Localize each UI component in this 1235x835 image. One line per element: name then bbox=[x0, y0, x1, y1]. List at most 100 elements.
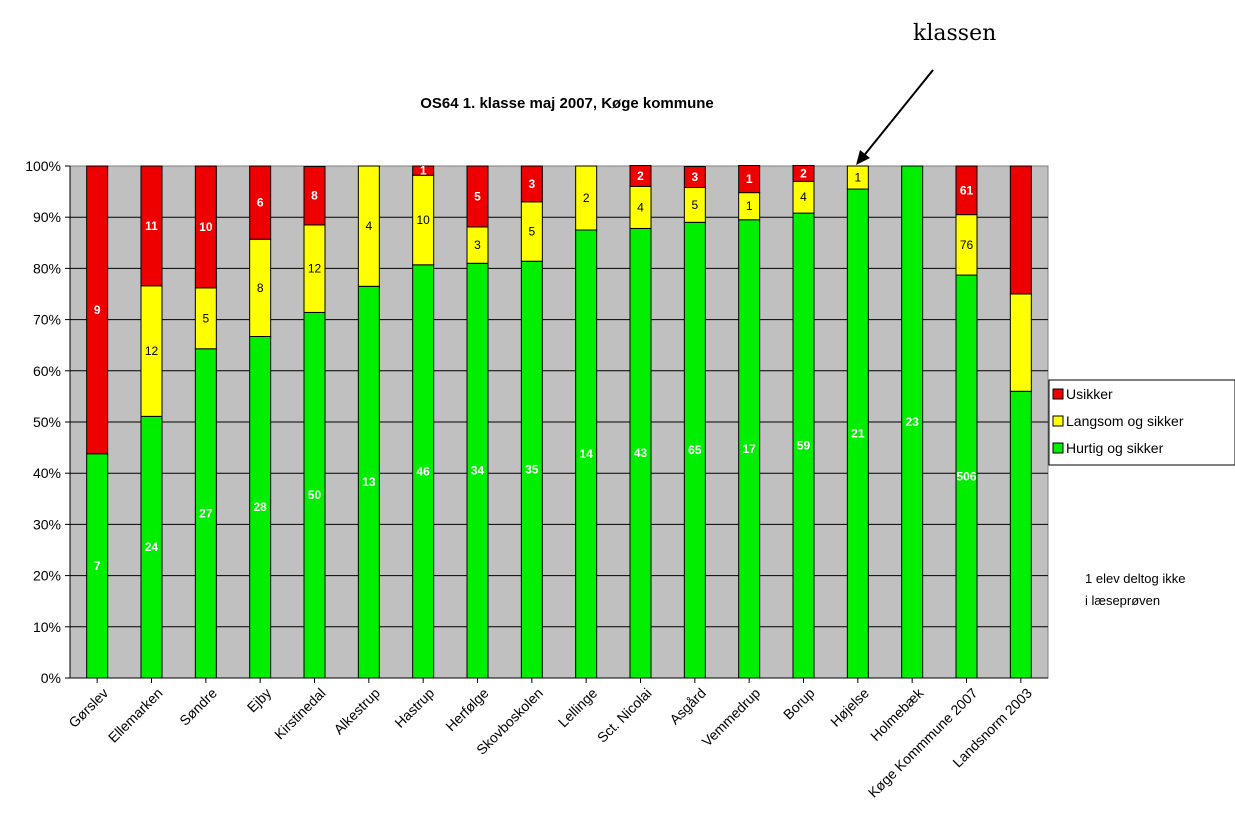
legend-swatch-hurtig bbox=[1052, 442, 1064, 454]
bar-segment bbox=[1009, 165, 1032, 295]
data-label: 27 bbox=[199, 506, 213, 520]
data-label: 4 bbox=[800, 190, 807, 204]
data-label: 5 bbox=[202, 311, 209, 325]
y-tick-label: 0% bbox=[41, 670, 61, 686]
data-label: 5 bbox=[474, 189, 481, 203]
y-tick-label: 20% bbox=[33, 568, 61, 584]
data-label: 3 bbox=[691, 170, 698, 184]
x-category-label: Kirstinedal bbox=[271, 685, 329, 743]
data-label: 1 bbox=[420, 164, 427, 178]
bar-segment bbox=[575, 165, 598, 231]
data-label: 76 bbox=[960, 238, 974, 252]
data-label: 43 bbox=[634, 446, 648, 460]
x-category-label: Asgård bbox=[666, 685, 709, 728]
y-tick-label: 60% bbox=[33, 363, 61, 379]
bar-segment bbox=[738, 164, 761, 194]
y-tick-label: 100% bbox=[25, 158, 61, 174]
data-label: 8 bbox=[311, 189, 318, 203]
data-label: 21 bbox=[851, 427, 865, 441]
data-label: 7 bbox=[94, 559, 101, 573]
x-category-label: Borup bbox=[780, 685, 818, 723]
bar-segment bbox=[249, 165, 272, 240]
bars: 7924121127510288650128134461013435355314… bbox=[86, 164, 1032, 679]
data-label: 23 bbox=[905, 415, 919, 429]
data-label: 24 bbox=[145, 540, 159, 554]
x-category-label: Hastrup bbox=[391, 685, 437, 731]
data-label: 5 bbox=[691, 198, 698, 212]
bar-segment bbox=[792, 164, 815, 182]
data-label: 35 bbox=[525, 463, 539, 477]
note-line-1: 1 elev deltog ikke bbox=[1085, 571, 1185, 586]
y-tick-label: 90% bbox=[33, 209, 61, 225]
bar-segment bbox=[1009, 293, 1032, 392]
data-label: 506 bbox=[956, 470, 976, 484]
data-label: 3 bbox=[528, 177, 535, 191]
x-category-label: Højelse bbox=[827, 685, 872, 730]
legend-swatch-usikker bbox=[1052, 388, 1064, 400]
y-axis-ticks: 0% 10% 20% 30% 40% 50% 60% 70% 80% 90% 100% bbox=[25, 158, 1048, 686]
x-category-label: Alkestrup bbox=[330, 685, 383, 738]
data-label: 2 bbox=[583, 191, 590, 205]
data-label: 6 bbox=[257, 196, 264, 210]
bar-segment bbox=[140, 165, 163, 287]
note-line-2: i læseprøven bbox=[1085, 593, 1160, 608]
annotation-label: klassen bbox=[913, 21, 996, 46]
data-label: 4 bbox=[637, 200, 644, 214]
data-label: 65 bbox=[688, 443, 702, 457]
data-label: 13 bbox=[362, 475, 376, 489]
data-label: 1 bbox=[746, 172, 753, 186]
legend-box bbox=[1048, 379, 1235, 466]
data-label: 14 bbox=[579, 447, 593, 461]
data-label: 10 bbox=[199, 220, 213, 234]
bar-segment bbox=[466, 165, 489, 228]
data-label: 12 bbox=[308, 262, 322, 276]
x-category-label: Gørslev bbox=[65, 685, 111, 731]
annotation-arrowhead bbox=[856, 150, 870, 165]
x-category-label: Ejby bbox=[244, 685, 275, 716]
bar-segment bbox=[955, 165, 978, 216]
gridlines bbox=[70, 216, 1048, 628]
legend-label-usikker: Usikker bbox=[1066, 386, 1113, 402]
data-label: 12 bbox=[145, 344, 159, 358]
data-label: 46 bbox=[416, 464, 430, 478]
x-category-label: Vemmedrup bbox=[699, 685, 764, 750]
x-category-label: Søndre bbox=[176, 685, 220, 729]
y-tick-label: 40% bbox=[33, 465, 61, 481]
bar-segment bbox=[683, 166, 706, 189]
data-label: 9 bbox=[94, 303, 101, 317]
data-label: 17 bbox=[742, 442, 756, 456]
y-tick-label: 80% bbox=[33, 260, 61, 276]
bar-segment bbox=[629, 164, 652, 187]
x-category-label: Herfølge bbox=[442, 685, 491, 734]
data-label: 1 bbox=[854, 171, 861, 185]
bar-segment bbox=[412, 165, 435, 176]
y-tick-label: 10% bbox=[33, 619, 61, 635]
data-label: 10 bbox=[416, 213, 430, 227]
bar-segment bbox=[846, 165, 869, 190]
data-label: 5 bbox=[528, 225, 535, 239]
y-tick-label: 30% bbox=[33, 516, 61, 532]
data-label: 2 bbox=[800, 166, 807, 180]
data-label: 3 bbox=[474, 238, 481, 252]
data-label: 4 bbox=[365, 219, 372, 233]
data-label: 2 bbox=[637, 169, 644, 183]
data-label: 59 bbox=[797, 439, 811, 453]
data-label: 61 bbox=[960, 183, 974, 197]
data-label: 34 bbox=[471, 464, 485, 478]
bar-segment bbox=[194, 165, 217, 289]
x-category-label: Sct. Nicolai bbox=[594, 685, 655, 746]
chart-title: OS64 1. klasse maj 2007, Køge kommune bbox=[420, 95, 713, 112]
legend-label-langsom: Langsom og sikker bbox=[1066, 413, 1184, 429]
data-label: 50 bbox=[308, 488, 322, 502]
legend: Usikker Langsom og sikker Hurtig og sikk… bbox=[1048, 379, 1235, 466]
x-category-label: Køge Kommmune 2007 bbox=[865, 685, 981, 801]
y-tick-label: 50% bbox=[33, 414, 61, 430]
bar-segment bbox=[520, 165, 543, 203]
x-category-label: Lellinge bbox=[555, 685, 601, 731]
data-label: 28 bbox=[253, 500, 267, 514]
bar-segment bbox=[86, 165, 109, 455]
data-label: 8 bbox=[257, 281, 264, 295]
annotation-arrow bbox=[861, 69, 934, 159]
